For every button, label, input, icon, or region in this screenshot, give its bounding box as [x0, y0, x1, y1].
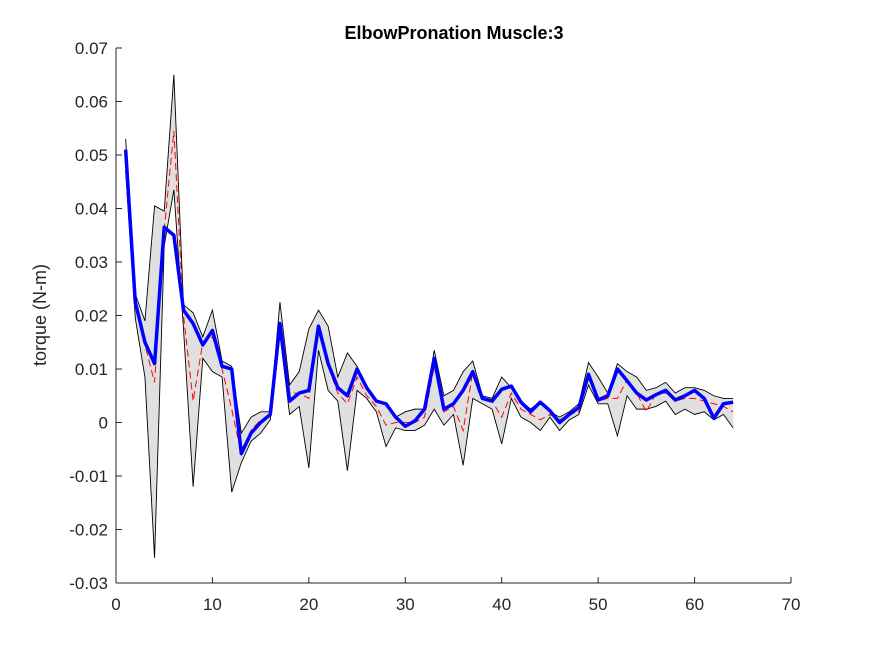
- mean-line: [123, 149, 734, 456]
- x-tick-label: 70: [782, 595, 801, 614]
- x-tick-label: 40: [492, 595, 511, 614]
- y-tick-label: 0.01: [75, 360, 108, 379]
- y-tick-label: -0.01: [69, 467, 108, 486]
- x-tick-label: 30: [396, 595, 415, 614]
- x-tick-label: 50: [589, 595, 608, 614]
- x-tick-label: 20: [299, 595, 318, 614]
- x-tick-label: 0: [111, 595, 120, 614]
- y-tick-label: 0: [99, 414, 108, 433]
- y-tick-label: 0.04: [75, 200, 108, 219]
- y-tick-label: -0.03: [69, 574, 108, 593]
- y-tick-label: 0.03: [75, 253, 108, 272]
- y-axis-label: torque (N-m): [30, 264, 50, 366]
- axes: -0.03 -0.02 -0.01 0 0.01 0.02 0.03 0.04 0.05 0.06…: [69, 39, 800, 614]
- plot-area: [123, 74, 734, 558]
- x-tick-label: 60: [685, 595, 704, 614]
- y-tick-label: 0.07: [75, 39, 108, 58]
- y-tick-label: 0.05: [75, 146, 108, 165]
- y-tick-label: 0.06: [75, 93, 108, 112]
- lower-bound-line: [125, 171, 734, 558]
- y-tick-label: 0.02: [75, 307, 108, 326]
- chart-title: ElbowPronation Muscle:3: [344, 23, 563, 43]
- x-tick-label: 10: [203, 595, 222, 614]
- y-tick-label: -0.02: [69, 521, 108, 540]
